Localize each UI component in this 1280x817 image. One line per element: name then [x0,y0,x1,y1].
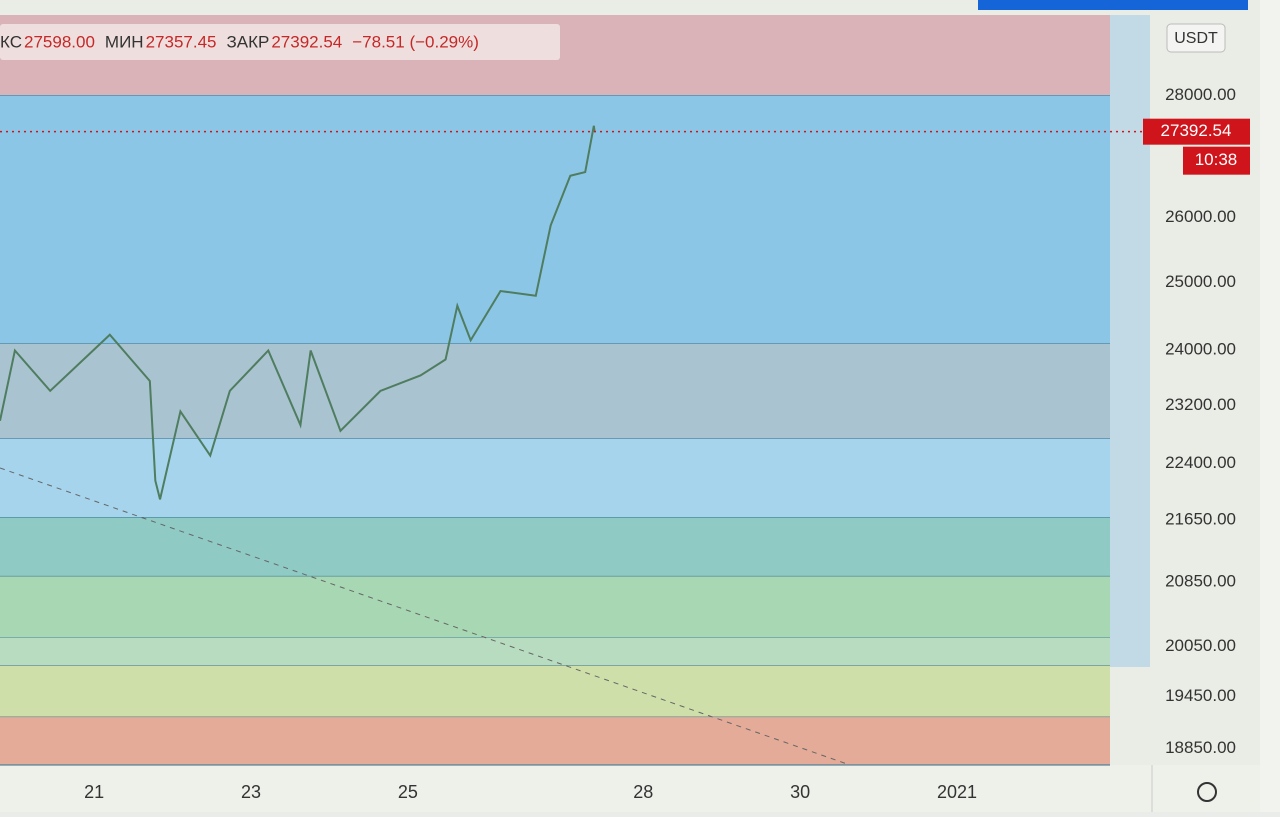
time-axis [0,765,1260,812]
level-band [0,637,1110,666]
level-band [0,576,1110,638]
x-tick-label: 25 [398,782,418,802]
y-tick-label: 23200.00 [1165,395,1236,414]
level-band [0,343,1110,439]
level-band [0,665,1110,718]
side-toolbar [1260,0,1280,812]
y-tick-label: 28000.00 [1165,85,1236,104]
y-tick-label: 20050.00 [1165,636,1236,655]
ohlc-text: 27357.45 [146,32,217,51]
countdown-label: 10:38 [1195,150,1238,169]
settings-icon[interactable] [1197,782,1217,802]
y-tick-label: 26000.00 [1165,207,1236,226]
x-tick-label: 21 [84,782,104,802]
trend-line [0,467,851,766]
y-tick-label: 20850.00 [1165,571,1236,590]
y-tick-label: 19450.00 [1165,686,1236,705]
ohlc-text: −78.51 (−0.29%) [352,32,479,51]
level-band [0,517,1110,577]
ohlc-text: КС [0,32,22,51]
axis-fade [1103,15,1150,667]
level-band [0,95,1110,344]
countdown-box [1183,146,1250,175]
currency-button[interactable] [1166,23,1226,53]
x-tick-label: 30 [790,782,810,802]
ohlc-text: 27598.00 [24,32,95,51]
plot-area [0,15,1110,766]
y-tick-label: 22400.00 [1165,453,1236,472]
ohlc-text: МИН [105,32,144,51]
x-tick-label: 28 [633,782,653,802]
last-price-box [1143,118,1250,145]
y-tick-label: 24000.00 [1165,339,1236,358]
ohlc-text: 27392.54 [271,32,342,51]
ohlc-text: ЗАКР [226,32,269,51]
ohlc-bar [0,24,560,60]
y-tick-label: 18850.00 [1165,738,1236,757]
level-band [0,438,1110,518]
level-band [0,717,1110,765]
x-tick-label: 2021 [937,782,977,802]
price-line [0,125,596,500]
y-tick-label: 25000.00 [1165,272,1236,291]
x-tick-label: 23 [241,782,261,802]
top-bar [978,0,1248,10]
ohlc-legend: КС 27598.00 МИН 27357.45 ЗАКР 27392.54 −78.51 … [0,32,479,51]
last-price-label: 27392.54 [1161,121,1232,140]
currency-label: USDT [1174,30,1218,47]
y-tick-label: 21650.00 [1165,509,1236,528]
